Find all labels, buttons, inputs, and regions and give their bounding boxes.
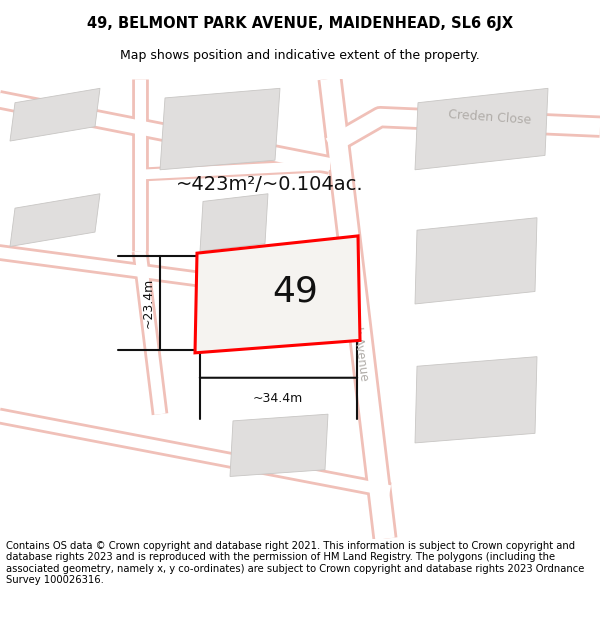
Text: ~23.4m: ~23.4m — [142, 278, 155, 328]
Text: Contains OS data © Crown copyright and database right 2021. This information is : Contains OS data © Crown copyright and d… — [6, 541, 584, 586]
Text: 49, BELMONT PARK AVENUE, MAIDENHEAD, SL6 6JX: 49, BELMONT PARK AVENUE, MAIDENHEAD, SL6… — [87, 16, 513, 31]
Text: 49: 49 — [272, 274, 318, 309]
Polygon shape — [415, 88, 548, 170]
Text: Map shows position and indicative extent of the property.: Map shows position and indicative extent… — [120, 49, 480, 62]
Polygon shape — [10, 88, 100, 141]
Text: Belmont Park Avenue: Belmont Park Avenue — [340, 255, 370, 382]
Polygon shape — [160, 88, 280, 170]
Polygon shape — [195, 236, 360, 353]
Text: Creden Close: Creden Close — [448, 107, 532, 126]
Polygon shape — [200, 194, 268, 251]
Text: ~34.4m: ~34.4m — [253, 392, 303, 406]
Text: ~423m²/~0.104ac.: ~423m²/~0.104ac. — [176, 174, 364, 194]
Polygon shape — [415, 357, 537, 443]
Polygon shape — [415, 217, 537, 304]
Polygon shape — [10, 194, 100, 246]
Polygon shape — [230, 414, 328, 476]
